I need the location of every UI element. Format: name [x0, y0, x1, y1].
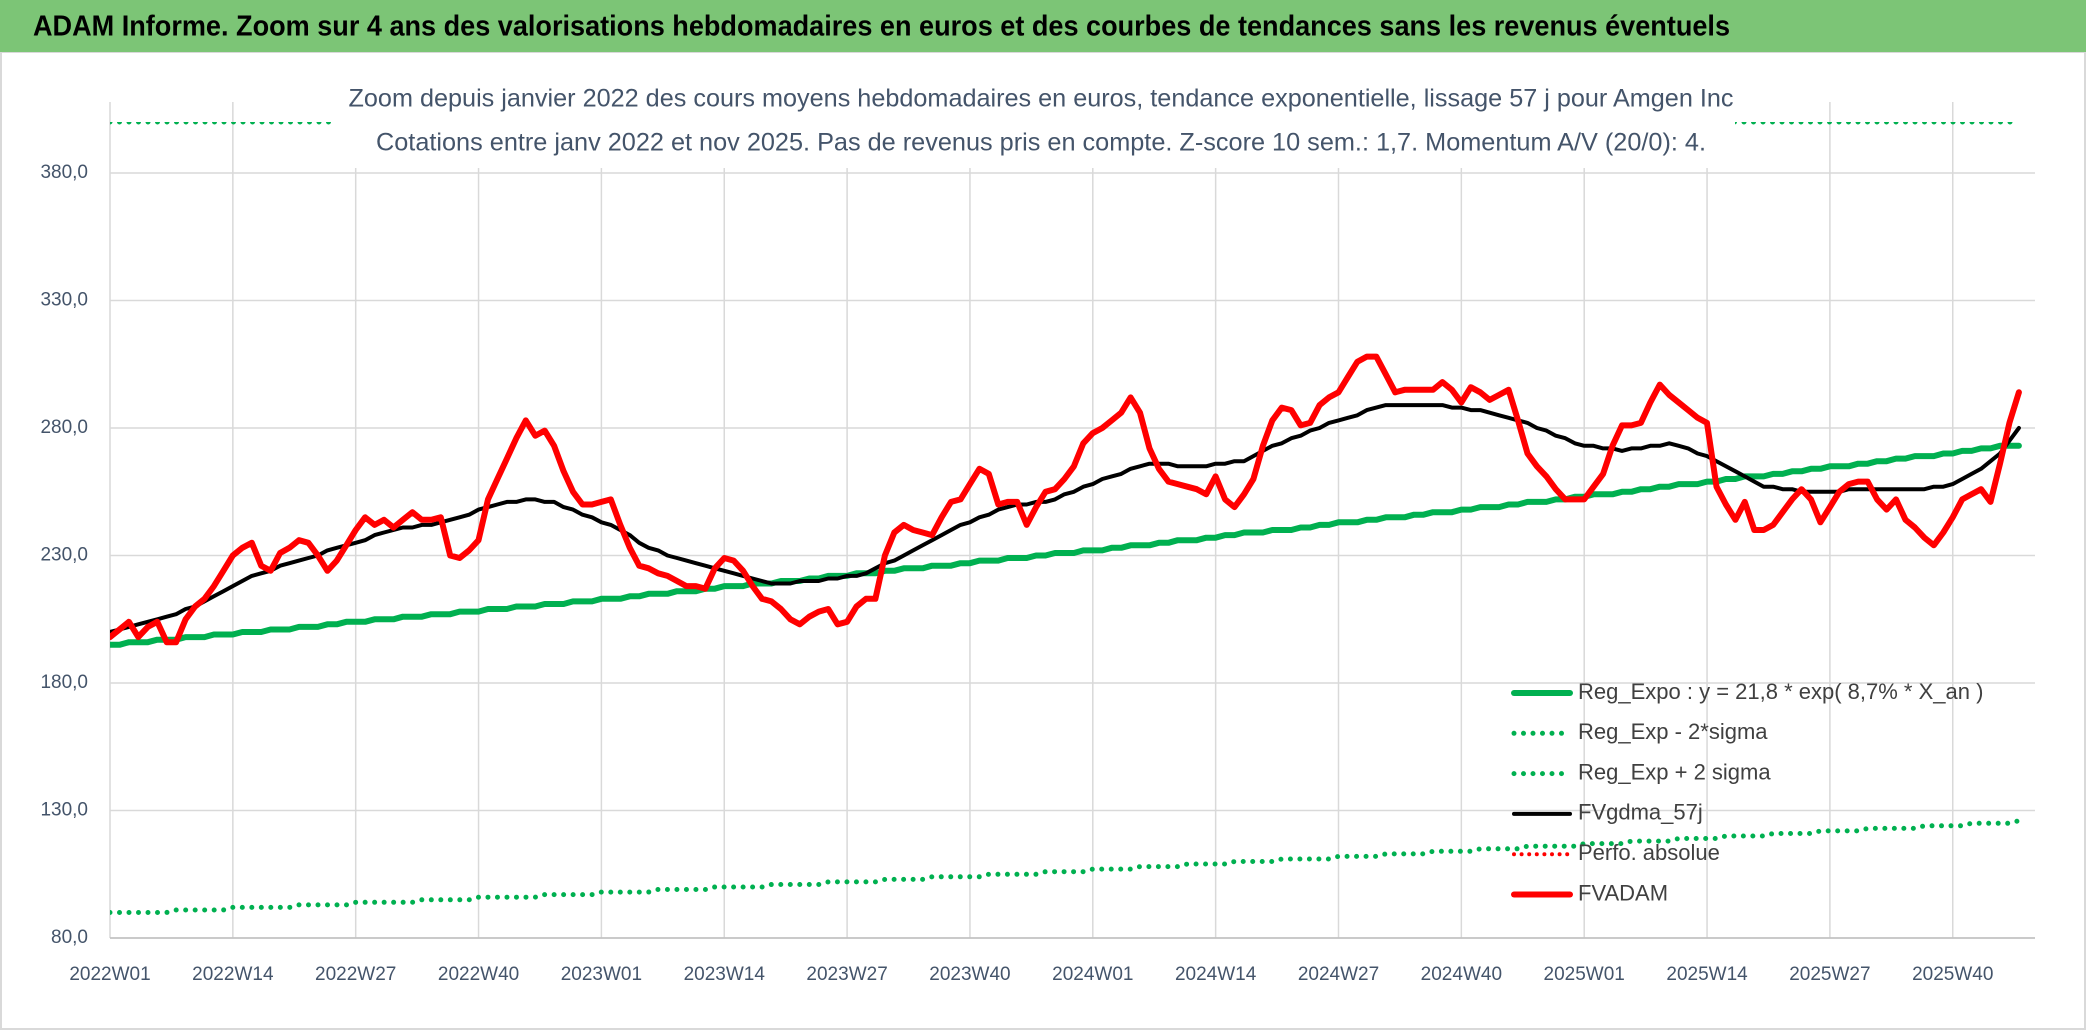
- x-tick-label: 2025W27: [1789, 964, 1870, 985]
- legend-label: FVgdma_57j: [1578, 800, 1703, 825]
- series-line: [110, 403, 2021, 634]
- y-tick-label: 130,0: [40, 800, 88, 821]
- x-tick-label: 2024W01: [1052, 964, 1133, 985]
- y-tick-label: 280,0: [40, 417, 88, 438]
- x-tick-label: 2025W01: [1544, 964, 1625, 985]
- header-bar: [0, 0, 2086, 52]
- series-line: [110, 442, 2022, 648]
- x-tick-label: 2023W40: [929, 964, 1010, 985]
- x-tick-label: 2023W01: [561, 964, 642, 985]
- title-background: [335, 78, 1735, 168]
- legend-label: FVADAM: [1578, 880, 1668, 905]
- chart-subtitle: Cotations entre janv 2022 et nov 2025. P…: [376, 129, 1706, 157]
- x-tick-label: 2022W27: [315, 964, 396, 985]
- chart-title: Zoom depuis janvier 2022 des cours moyen…: [349, 85, 1734, 113]
- y-tick-label: 180,0: [40, 672, 88, 693]
- series-line: [110, 818, 2022, 915]
- x-tick-label: 2023W14: [684, 964, 766, 985]
- x-tick-label: 2022W14: [192, 964, 274, 985]
- plot-area: [110, 122, 2022, 915]
- x-tick-label: 2024W40: [1421, 964, 1502, 985]
- legend-label: Reg_Exp + 2 sigma: [1578, 759, 1771, 784]
- x-tick-label: 2024W14: [1175, 964, 1257, 985]
- x-tick-label: 2024W27: [1298, 964, 1379, 985]
- legend: Reg_Expo : y = 21,8 * exp( 8,7% * X_an )…: [1511, 679, 1983, 905]
- x-tick-label: 2022W01: [69, 964, 150, 985]
- y-tick-label: 80,0: [51, 927, 88, 948]
- y-tick-label: 380,0: [40, 162, 88, 183]
- y-tick-label: 230,0: [40, 545, 88, 566]
- legend-label: Reg_Exp - 2*sigma: [1578, 719, 1768, 744]
- x-tick-label: 2023W27: [806, 964, 887, 985]
- x-tick-label: 2025W40: [1912, 964, 1993, 985]
- legend-label: Reg_Expo : y = 21,8 * exp( 8,7% * X_an ): [1578, 679, 1983, 704]
- y-tick-label: 330,0: [40, 290, 88, 311]
- x-tick-label: 2025W14: [1666, 964, 1748, 985]
- series-line: [110, 353, 2022, 646]
- x-tick-label: 2022W40: [438, 964, 519, 985]
- header-title: ADAM Informe. Zoom sur 4 ans des valoris…: [33, 11, 1730, 43]
- legend-label: Perfo. absolue: [1578, 840, 1720, 865]
